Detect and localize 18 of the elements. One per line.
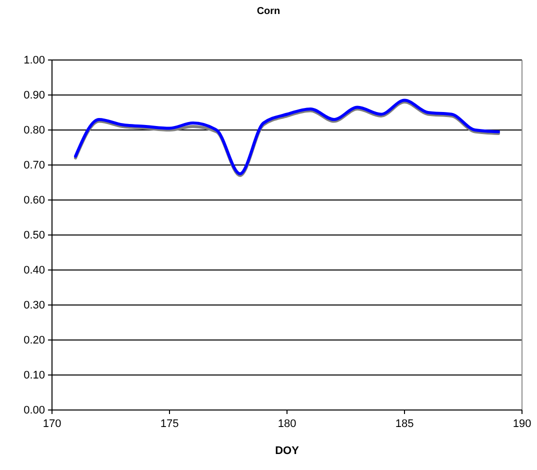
x-tick-label: 170 (42, 418, 62, 430)
x-tick-label: 185 (395, 418, 414, 430)
chart-title: Corn (256, 6, 280, 17)
y-tick-label: 0.20 (24, 334, 45, 347)
x-tick-label: 175 (160, 418, 179, 430)
y-tick-label: 0.50 (24, 230, 45, 242)
x-tick-label: 190 (512, 418, 532, 430)
y-tick-label: 0.10 (24, 370, 45, 382)
y-tick-label: 0.40 (24, 264, 45, 277)
y-tick-label: 0.80 (24, 124, 45, 137)
y-tick-label: 1.00 (24, 54, 45, 67)
y-tick-label: 0.00 (24, 404, 45, 417)
y-tick-label: 0.90 (24, 90, 45, 102)
x-tick-label: 180 (278, 418, 296, 430)
y-tick-label: 0.30 (24, 300, 45, 312)
y-tick-label: 0.60 (24, 194, 45, 207)
y-tick-label: 0.70 (24, 160, 45, 172)
x-axis-title: DOY (275, 445, 300, 457)
